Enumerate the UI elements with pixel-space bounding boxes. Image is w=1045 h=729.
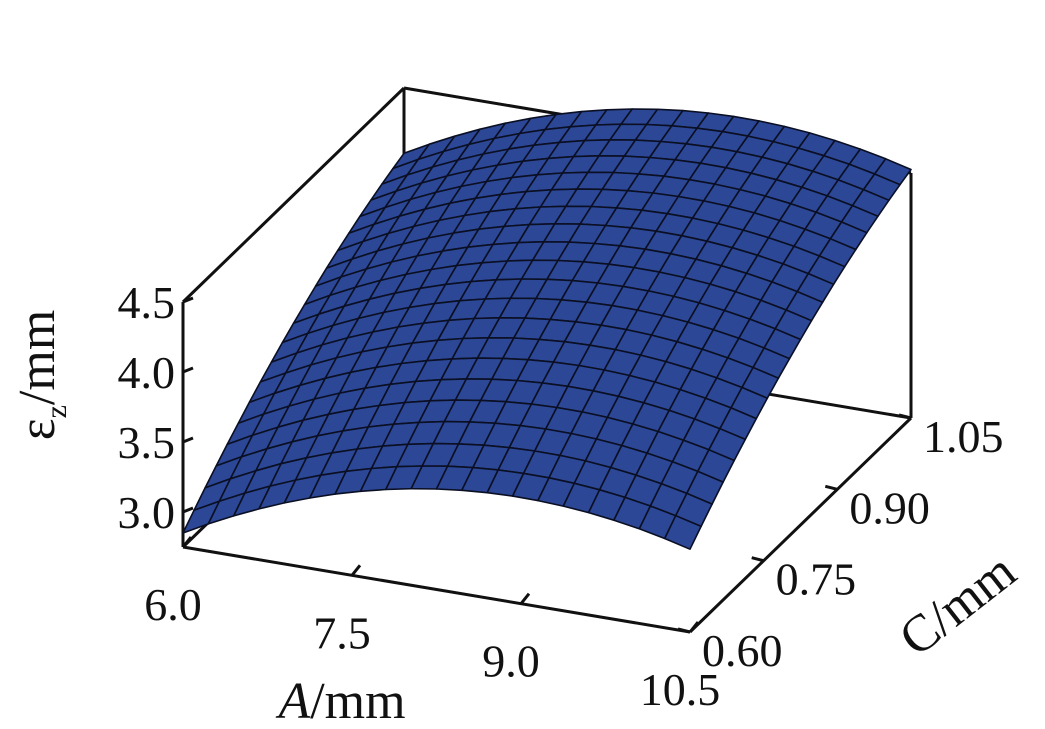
z-tick bbox=[182, 366, 194, 374]
a-tick bbox=[688, 621, 700, 633]
front-box-lines bbox=[182, 416, 913, 634]
z-tick-label: 3.0 bbox=[118, 487, 176, 538]
c-tick-label: 1.05 bbox=[923, 411, 1004, 462]
tick-marks bbox=[181, 296, 912, 634]
a-tick-label: 7.5 bbox=[313, 607, 371, 658]
box-edge-top-left bbox=[181, 86, 406, 304]
z-axis-label: εz/mm bbox=[9, 310, 73, 441]
z-tick-label: 4.0 bbox=[118, 347, 176, 398]
surface-mesh bbox=[182, 108, 912, 551]
z-tick bbox=[182, 296, 194, 304]
z-tick bbox=[182, 506, 194, 514]
c-tick bbox=[751, 556, 765, 563]
a-tick bbox=[350, 564, 362, 577]
c-tick-label: 0.60 bbox=[702, 625, 783, 676]
z-tick bbox=[182, 436, 194, 444]
tick-labels: 3.0 3.5 4.0 4.5 6.0 7.5 9.0 10.50.60 0.75 0.90 1.0… bbox=[118, 277, 1004, 715]
y-axis-label: C/mm bbox=[889, 543, 1027, 668]
c-tick-label: 0.75 bbox=[776, 554, 857, 605]
c-tick bbox=[677, 627, 691, 634]
c-tick-label: 0.90 bbox=[849, 482, 930, 533]
z-tick-label: 3.5 bbox=[118, 417, 176, 468]
a-tick bbox=[181, 536, 193, 548]
a-tick bbox=[519, 592, 531, 605]
surface-cell bbox=[663, 514, 702, 551]
axis-line-a bbox=[182, 545, 691, 634]
c-tick bbox=[898, 413, 912, 420]
a-tick-label: 6.0 bbox=[144, 579, 202, 630]
a-tick-label: 9.0 bbox=[482, 636, 540, 687]
c-tick bbox=[824, 484, 838, 491]
z-tick-label: 4.5 bbox=[118, 277, 176, 328]
a-tick-label: 10.5 bbox=[640, 664, 721, 715]
axis-line-c bbox=[688, 416, 913, 634]
x-axis-label: A/mm bbox=[275, 673, 405, 729]
